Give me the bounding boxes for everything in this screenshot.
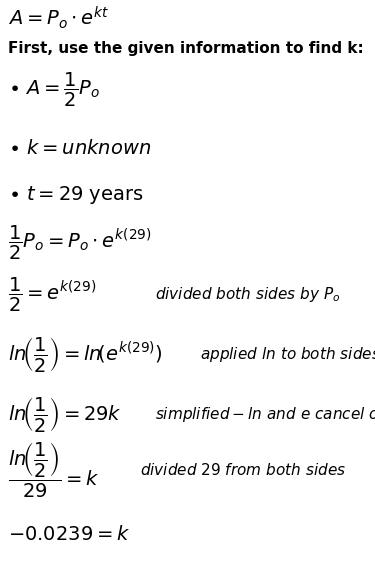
Text: $\dfrac{ln\!\left(\dfrac{1}{2}\right)}{29} = k$: $\dfrac{ln\!\left(\dfrac{1}{2}\right)}{2… (8, 440, 100, 499)
Text: $\dfrac{1}{2}P_o = P_o \cdot e^{k(29)}$: $\dfrac{1}{2}P_o = P_o \cdot e^{k(29)}$ (8, 224, 151, 262)
Text: $-0.0239 = k$: $-0.0239 = k$ (8, 525, 130, 544)
Text: $A = P_o \cdot e^{kt}$: $A = P_o \cdot e^{kt}$ (8, 5, 109, 32)
Text: $ln\!\left(\dfrac{1}{2}\right) = 29k$: $ln\!\left(\dfrac{1}{2}\right) = 29k$ (8, 395, 122, 435)
Text: $\bullet\ k = unknown$: $\bullet\ k = unknown$ (8, 138, 151, 158)
Text: $simplified - ln\ and\ e\ cancel\ out$: $simplified - ln\ and\ e\ cancel\ out$ (155, 405, 375, 425)
Text: $divided\ both\ sides\ by\ P_o$: $divided\ both\ sides\ by\ P_o$ (155, 285, 340, 305)
Text: $ln\!\left(\dfrac{1}{2}\right) = ln\!\left(e^{k(29)}\right)$: $ln\!\left(\dfrac{1}{2}\right) = ln\!\le… (8, 336, 163, 374)
Text: First, use the given information to find k:: First, use the given information to find… (8, 41, 364, 56)
Text: $applied\ ln\ to\ both\ sides$: $applied\ ln\ to\ both\ sides$ (200, 346, 375, 364)
Text: $\dfrac{1}{2} = e^{k(29)}$: $\dfrac{1}{2} = e^{k(29)}$ (8, 276, 96, 314)
Text: $divided\ 29\ from\ both\ sides$: $divided\ 29\ from\ both\ sides$ (140, 462, 346, 478)
Text: $\bullet\ t = 29\ \mathrm{years}$: $\bullet\ t = 29\ \mathrm{years}$ (8, 184, 144, 206)
Text: $\bullet\ A = \dfrac{1}{2}P_o$: $\bullet\ A = \dfrac{1}{2}P_o$ (8, 71, 100, 109)
